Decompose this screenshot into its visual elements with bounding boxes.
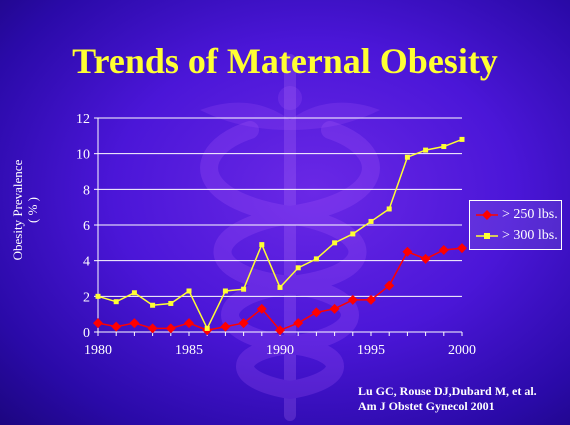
data-point-series-1 — [459, 136, 465, 142]
data-point-series-0 — [457, 243, 467, 254]
data-point-series-0 — [275, 325, 285, 336]
chart-legend: > 250 lbs. > 300 lbs. — [469, 200, 562, 250]
data-point-series-1 — [204, 325, 210, 331]
data-point-series-0 — [402, 246, 413, 257]
y-tick-label: 0 — [83, 326, 90, 341]
x-tick-labels: 1980 1985 1990 1995 2000 — [84, 343, 476, 358]
data-point-series-1 — [332, 240, 338, 246]
y-tick-label: 10 — [76, 148, 90, 163]
data-point-series-1 — [423, 147, 429, 153]
x-tick-label: 1980 — [84, 343, 112, 358]
data-point-series-1 — [241, 286, 247, 292]
x-tick-label: 1990 — [266, 343, 294, 358]
data-point-series-0 — [147, 323, 158, 334]
data-point-series-1 — [277, 284, 283, 290]
data-point-series-1 — [295, 265, 301, 271]
data-point-series-0 — [311, 307, 322, 318]
data-point-series-0 — [293, 318, 304, 329]
data-point-series-0 — [329, 303, 340, 314]
legend-item-300: > 300 lbs. — [476, 227, 558, 245]
legend-label-300: > 300 lbs. — [502, 228, 558, 243]
y-tick-labels: 0 2 4 6 8 10 12 — [76, 112, 90, 341]
slide-title: Trends of Maternal Obesity — [72, 41, 498, 81]
data-point-series-1 — [131, 290, 137, 296]
legend-marker-square-icon — [476, 233, 498, 239]
data-point-series-1 — [222, 288, 228, 294]
citation-line1: Lu GC, Rouse DJ,Dubard M, et al. — [358, 384, 537, 398]
data-point-series-1 — [259, 242, 265, 248]
data-point-series-0 — [129, 318, 140, 329]
data-point-series-0 — [220, 321, 231, 332]
legend-label-250: > 250 lbs. — [502, 207, 558, 222]
grid-lines — [98, 117, 462, 297]
chart-series — [93, 136, 467, 336]
data-point-series-0 — [384, 280, 395, 291]
data-point-series-1 — [150, 302, 156, 308]
data-point-series-0 — [93, 318, 103, 329]
y-tick-label: 4 — [83, 255, 90, 270]
y-tick-label: 12 — [76, 112, 90, 127]
y-tick-label: 8 — [83, 183, 90, 198]
x-tick-label: 1985 — [175, 343, 203, 358]
data-point-series-1 — [313, 256, 319, 262]
data-point-series-1 — [186, 288, 192, 294]
data-point-series-0 — [111, 321, 122, 332]
data-point-series-1 — [441, 144, 447, 150]
data-point-series-1 — [368, 218, 374, 224]
data-point-series-1 — [350, 231, 356, 237]
data-point-series-1 — [168, 300, 174, 306]
data-point-series-0 — [438, 244, 449, 255]
data-point-series-0 — [238, 318, 249, 329]
data-point-series-1 — [113, 299, 119, 305]
data-point-series-0 — [420, 253, 431, 264]
data-point-series-0 — [366, 294, 376, 305]
data-point-series-1 — [95, 293, 101, 299]
data-point-series-1 — [404, 154, 410, 160]
series-line-1 — [97, 138, 463, 331]
legend-marker-diamond-icon — [476, 210, 498, 220]
x-tick-label: 2000 — [448, 343, 476, 358]
data-point-series-0 — [165, 323, 176, 334]
data-point-series-0 — [256, 303, 267, 314]
citation: Lu GC, Rouse DJ,Dubard M, et al. Am J Ob… — [358, 384, 537, 414]
data-point-series-1 — [386, 206, 392, 212]
y-tick-label: 2 — [83, 290, 90, 305]
y-tick-label: 6 — [83, 219, 90, 234]
data-point-series-0 — [184, 318, 194, 329]
x-tick-label: 1995 — [357, 343, 385, 358]
data-point-series-0 — [347, 294, 358, 305]
legend-item-250: > 250 lbs. — [476, 206, 558, 224]
citation-line2: Am J Obstet Gynecol 2001 — [358, 399, 495, 413]
